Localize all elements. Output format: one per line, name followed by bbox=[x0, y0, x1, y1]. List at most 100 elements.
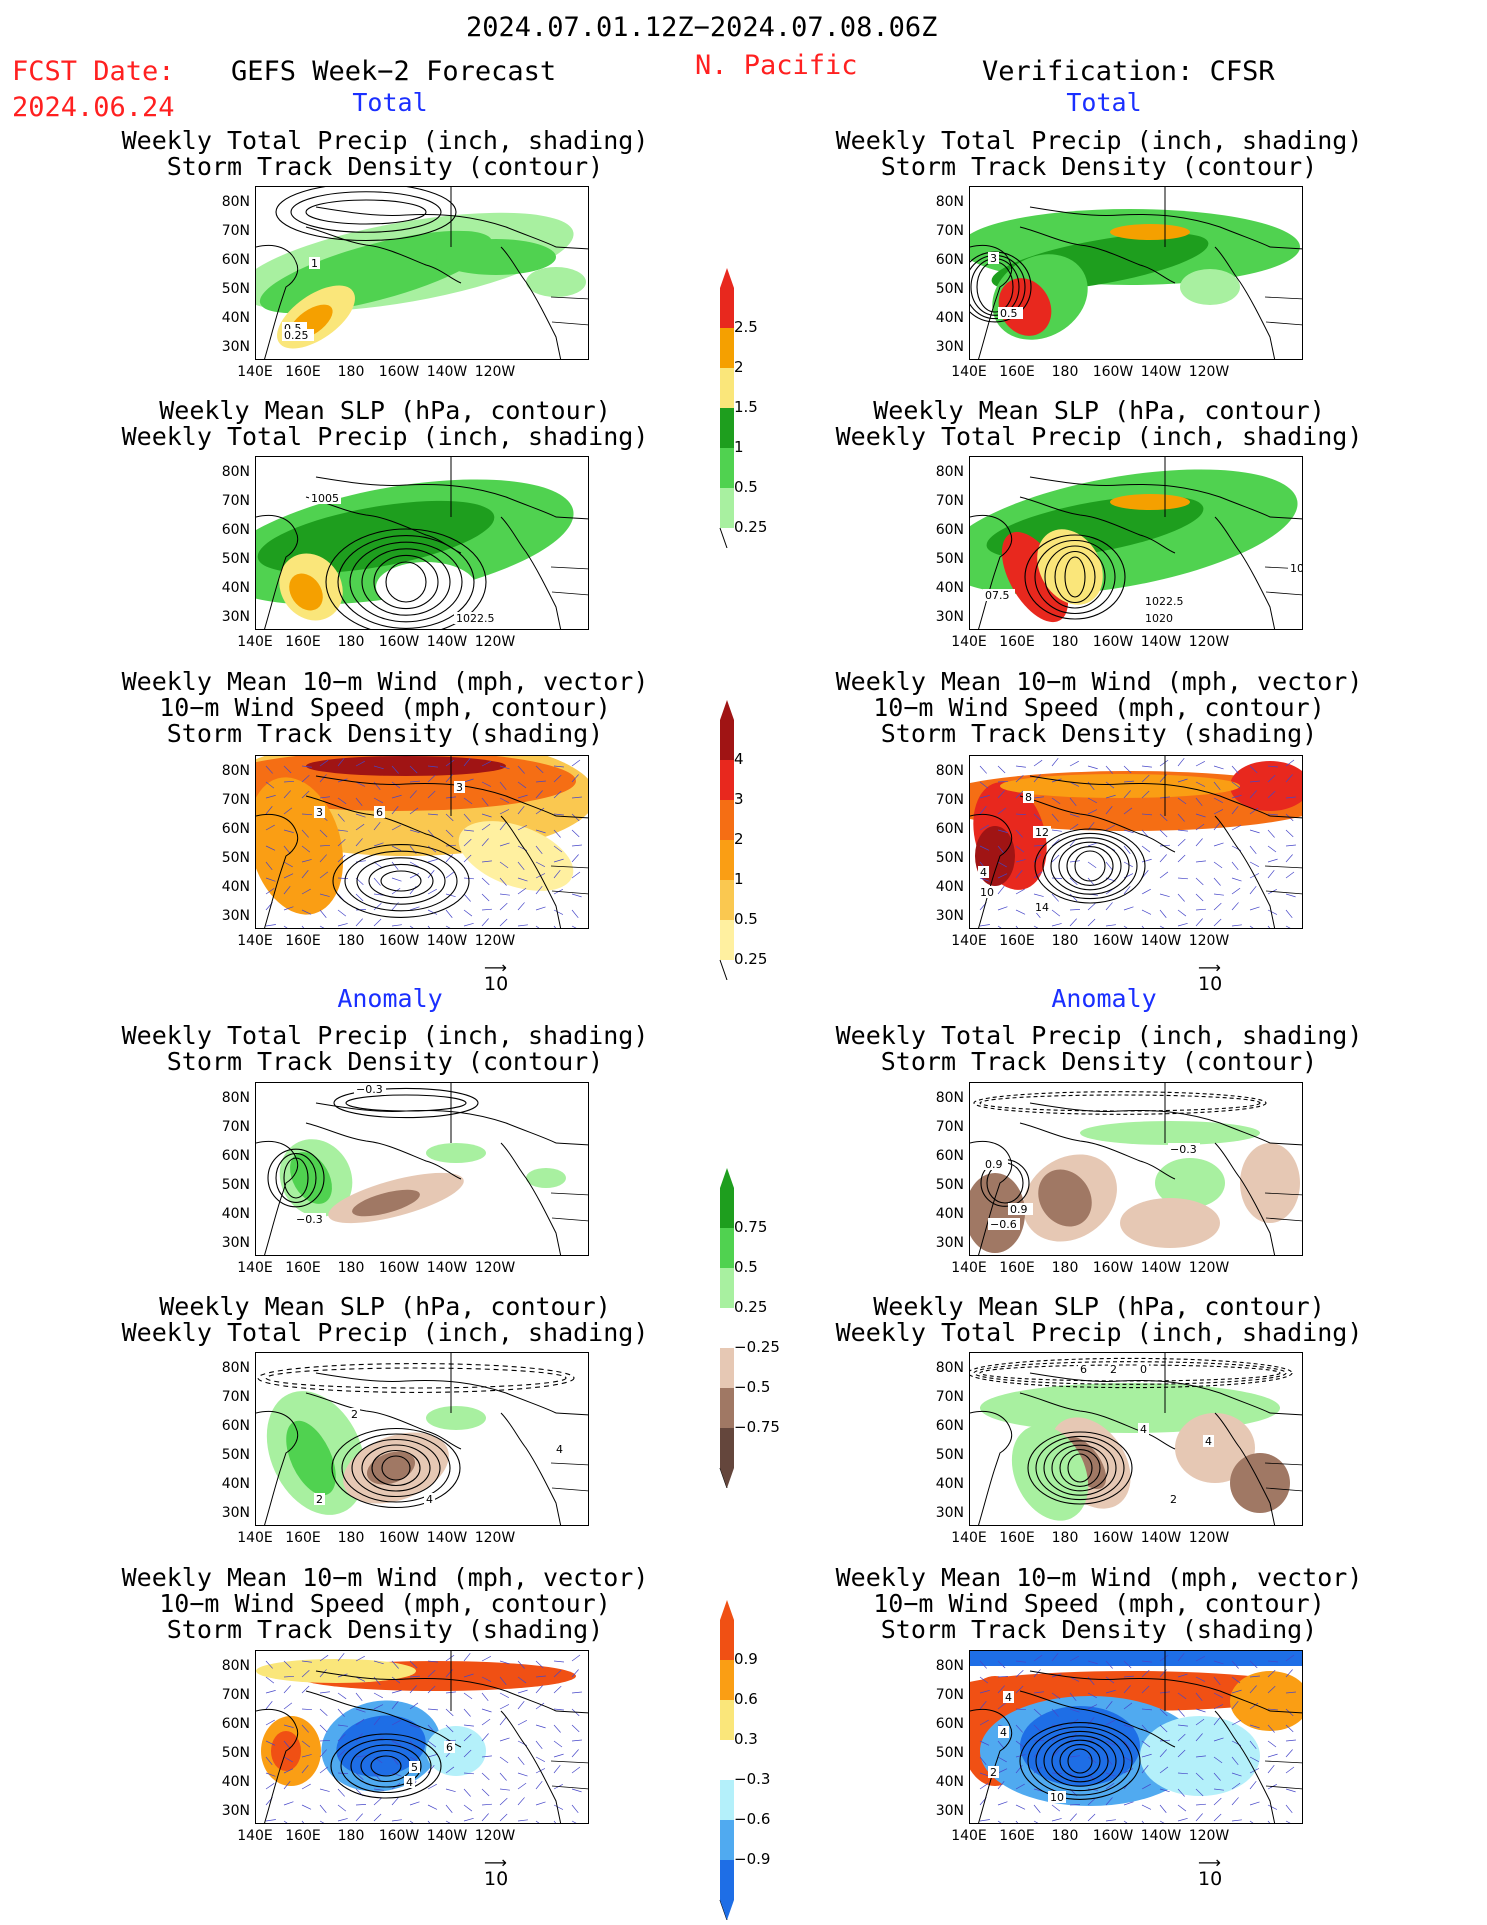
left-anomaly-label: Anomaly bbox=[337, 984, 443, 1013]
lat-label: 70N bbox=[221, 1687, 250, 1703]
lon-label: 140E bbox=[237, 1828, 273, 1844]
lat-label: 40N bbox=[935, 879, 964, 895]
lat-label: 50N bbox=[935, 1447, 964, 1463]
map-canvas-p6: 5 4 6 bbox=[256, 1651, 588, 1823]
colorbar-precip_anom bbox=[719, 1168, 734, 1488]
lat-label: 50N bbox=[221, 1177, 250, 1193]
contour-label: 4 bbox=[1005, 1691, 1012, 1704]
lat-label: 40N bbox=[221, 310, 250, 326]
contour-label: 0.9 bbox=[985, 1158, 1003, 1171]
lon-label: 140W bbox=[426, 364, 468, 380]
lon-label: 140W bbox=[1140, 364, 1182, 380]
lat-label: 70N bbox=[935, 1687, 964, 1703]
map-canvas-v1: 30.5 bbox=[970, 187, 1302, 359]
lat-label: 40N bbox=[935, 580, 964, 596]
lat-label: 80N bbox=[221, 1360, 250, 1376]
lat-label: 80N bbox=[935, 194, 964, 210]
lon-label: 140E bbox=[951, 933, 987, 949]
contour-label: 0.25 bbox=[284, 329, 309, 342]
lon-label: 140W bbox=[426, 1828, 468, 1844]
lat-label: 40N bbox=[221, 879, 250, 895]
lat-label: 60N bbox=[935, 821, 964, 837]
contour-label: 8 bbox=[1025, 791, 1032, 804]
lat-label: 50N bbox=[221, 1447, 250, 1463]
lat-label: 60N bbox=[221, 1418, 250, 1434]
lat-label: 40N bbox=[935, 310, 964, 326]
lon-label: 160E bbox=[999, 634, 1035, 650]
contour-label: 2 bbox=[351, 1408, 358, 1421]
lon-label: 180 bbox=[337, 1828, 365, 1844]
colorbar-label: 4 bbox=[734, 750, 744, 768]
contour-label: 4 bbox=[426, 1493, 433, 1506]
lat-label: 60N bbox=[935, 252, 964, 268]
lat-label: 50N bbox=[935, 850, 964, 866]
contour-label: 0 bbox=[1140, 1363, 1147, 1376]
map-panel-v6: 4 4 2 10 bbox=[969, 1650, 1303, 1824]
colorbar-label: 0.5 bbox=[734, 910, 758, 928]
contour-label: 1017.5 bbox=[1290, 562, 1303, 575]
title-r1: Weekly Total Precip (inch, shading) Storm… bbox=[835, 126, 1363, 181]
contour-label: 4 bbox=[1140, 1423, 1147, 1436]
fcst-date-value: 2024.06.24 bbox=[12, 92, 175, 123]
colorbar-label: 0.9 bbox=[734, 1650, 758, 1668]
lon-label: 120W bbox=[474, 364, 516, 380]
lat-label: 30N bbox=[935, 609, 964, 625]
lon-label: 120W bbox=[474, 1828, 516, 1844]
contour-label: 12 bbox=[1035, 826, 1049, 839]
lat-label: 40N bbox=[935, 1774, 964, 1790]
lon-label: 180 bbox=[1051, 933, 1079, 949]
map-canvas-p1: 10.50.25 bbox=[256, 187, 588, 359]
colorbar-label: −0.9 bbox=[734, 1850, 771, 1868]
lon-label: 160W bbox=[1092, 1530, 1134, 1546]
title-l1: Weekly Total Precip (inch, shading) Storm… bbox=[121, 126, 649, 181]
map-panel-v2: 1017.5 1022.5 1020 07.5 bbox=[969, 456, 1303, 630]
contour-label: 4 bbox=[1000, 1726, 1007, 1739]
lon-label: 180 bbox=[1051, 1530, 1079, 1546]
left-total-label: Total bbox=[352, 88, 428, 117]
lat-label: 30N bbox=[221, 1803, 250, 1819]
map-panel-v1: 3 0.5 bbox=[969, 186, 1303, 360]
vector-ref-r6: ⟶ 10 bbox=[1198, 1853, 1223, 1891]
contour-label: 1022.5 bbox=[456, 612, 495, 625]
lon-label: 120W bbox=[1188, 1530, 1230, 1546]
contour-label: 1022.5 bbox=[1145, 595, 1184, 608]
colorbar-label: 3 bbox=[734, 790, 744, 808]
contour-label: 6 bbox=[376, 806, 383, 819]
lon-label: 180 bbox=[337, 1260, 365, 1276]
contour-label: 6 bbox=[1080, 1363, 1087, 1376]
contour-label: 5 bbox=[411, 1761, 418, 1774]
lat-label: 80N bbox=[935, 464, 964, 480]
contour-label: −0.3 bbox=[296, 1213, 323, 1226]
map-panel-v3: 8 12 14 10 4 bbox=[969, 755, 1303, 929]
lat-label: 70N bbox=[935, 1389, 964, 1405]
lon-label: 160E bbox=[999, 1260, 1035, 1276]
map-panel-v5: 4 2 4 6 2 0 bbox=[969, 1352, 1303, 1526]
colorbar-label: 1 bbox=[734, 438, 744, 456]
lon-label: 140E bbox=[237, 634, 273, 650]
lat-label: 60N bbox=[221, 1148, 250, 1164]
lat-label: 30N bbox=[221, 1505, 250, 1521]
lon-label: 160E bbox=[999, 364, 1035, 380]
lon-label: 140E bbox=[951, 634, 987, 650]
lat-label: 70N bbox=[935, 1119, 964, 1135]
map-canvas-v2: 1017.5 1022.5 1020 07.5 bbox=[970, 457, 1303, 629]
lat-label: 50N bbox=[935, 1745, 964, 1761]
contour-label: 1 bbox=[311, 257, 318, 270]
title-l3: Weekly Mean 10−m Wind (mph, vector) 10−m … bbox=[121, 667, 649, 748]
colorbar-label: 0.5 bbox=[734, 478, 758, 496]
lon-label: 140W bbox=[1140, 634, 1182, 650]
lat-label: 70N bbox=[935, 493, 964, 509]
colorbar-label: 1 bbox=[734, 870, 744, 888]
lon-label: 180 bbox=[337, 933, 365, 949]
lat-label: 40N bbox=[221, 580, 250, 596]
lon-label: 160W bbox=[1092, 933, 1134, 949]
lon-label: 120W bbox=[1188, 364, 1230, 380]
lon-label: 180 bbox=[1051, 364, 1079, 380]
lon-label: 160W bbox=[378, 1530, 420, 1546]
lat-label: 80N bbox=[935, 1658, 964, 1674]
lon-label: 160W bbox=[378, 364, 420, 380]
lon-label: 120W bbox=[1188, 1260, 1230, 1276]
lon-label: 160W bbox=[1092, 634, 1134, 650]
lat-label: 80N bbox=[221, 1658, 250, 1674]
colorbar-label: −0.75 bbox=[734, 1418, 780, 1436]
